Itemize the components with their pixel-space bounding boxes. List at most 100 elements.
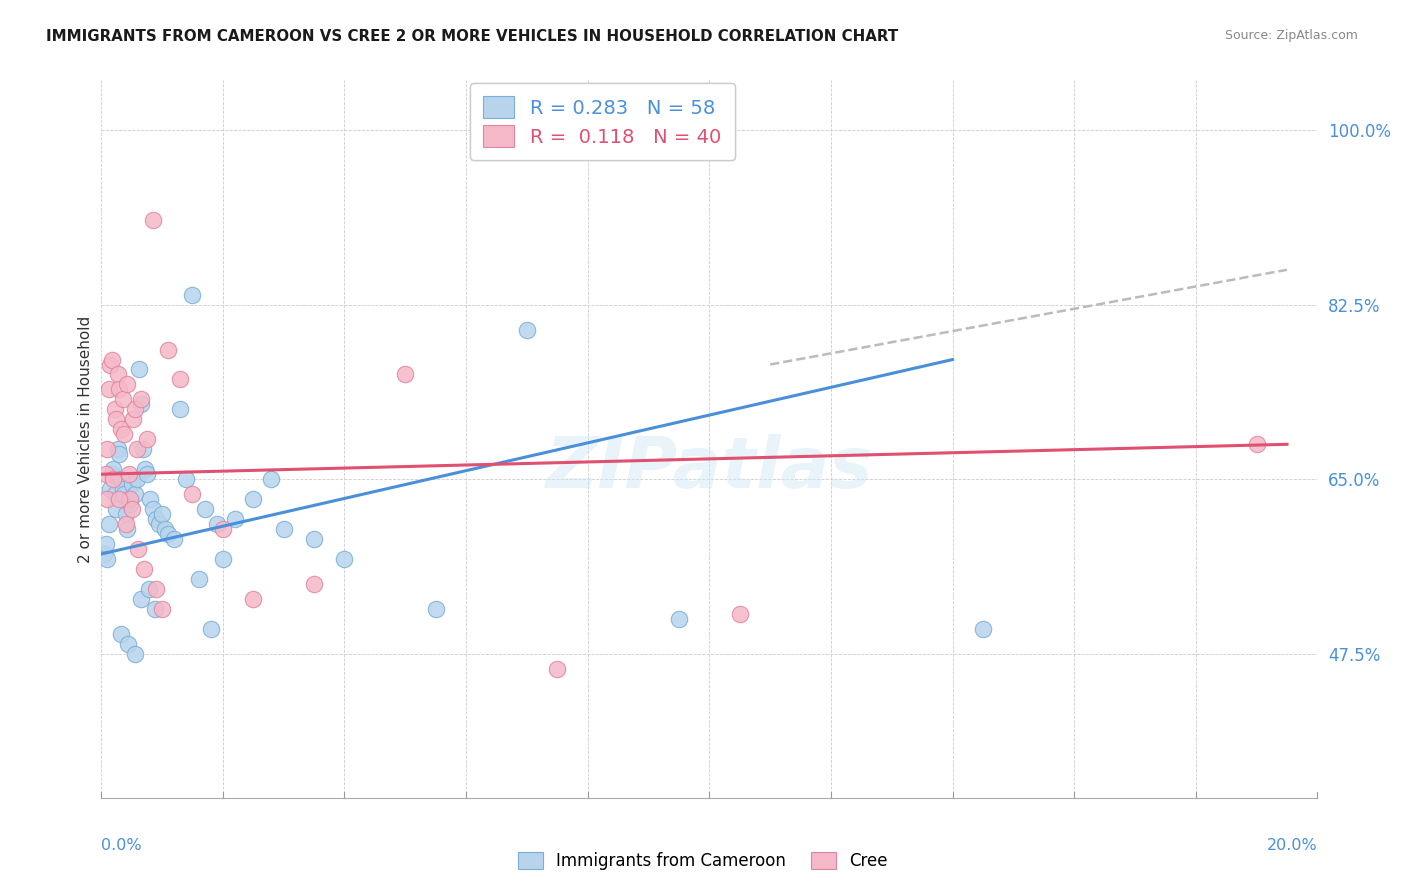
- Point: [112, 487, 135, 501]
- Point: [145, 512, 167, 526]
- Point: [108, 447, 131, 461]
- Text: 20.0%: 20.0%: [1267, 838, 1317, 853]
- Point: [194, 502, 217, 516]
- Point: [131, 591, 153, 606]
- Point: [112, 427, 135, 442]
- Point: [394, 368, 416, 382]
- Point: [163, 532, 186, 546]
- Point: [98, 358, 121, 372]
- Point: [96, 552, 118, 566]
- Point: [169, 402, 191, 417]
- Point: [117, 492, 139, 507]
- Point: [96, 492, 118, 507]
- Point: [131, 442, 153, 457]
- Point: [104, 487, 127, 501]
- Point: [200, 622, 222, 636]
- Point: [242, 591, 264, 606]
- Point: [104, 402, 127, 417]
- Point: [142, 213, 165, 227]
- Point: [129, 392, 152, 407]
- Point: [121, 412, 143, 426]
- Point: [125, 472, 148, 486]
- Point: [224, 512, 246, 526]
- Point: [138, 582, 160, 596]
- Point: [187, 572, 209, 586]
- Legend: R = 0.283   N = 58, R =  0.118   N = 40: R = 0.283 N = 58, R = 0.118 N = 40: [470, 83, 735, 161]
- Point: [302, 532, 325, 546]
- Point: [110, 422, 132, 436]
- Point: [120, 497, 142, 511]
- Point: [302, 577, 325, 591]
- Point: [94, 467, 117, 482]
- Point: [111, 482, 134, 496]
- Point: [97, 517, 120, 532]
- Point: [135, 432, 157, 446]
- Point: [181, 287, 204, 301]
- Point: [117, 467, 139, 482]
- Point: [139, 492, 162, 507]
- Point: [105, 502, 128, 516]
- Point: [134, 462, 156, 476]
- Point: [107, 442, 129, 457]
- Point: [169, 372, 191, 386]
- Point: [110, 627, 132, 641]
- Point: [157, 343, 180, 357]
- Text: IMMIGRANTS FROM CAMEROON VS CREE 2 OR MORE VEHICLES IN HOUSEHOLD CORRELATION CHA: IMMIGRANTS FROM CAMEROON VS CREE 2 OR MO…: [46, 29, 898, 44]
- Point: [212, 552, 235, 566]
- Point: [124, 487, 146, 501]
- Point: [114, 517, 136, 532]
- Point: [108, 383, 131, 397]
- Point: [148, 517, 170, 532]
- Point: [117, 637, 139, 651]
- Point: [153, 522, 176, 536]
- Point: [157, 527, 180, 541]
- Point: [96, 442, 118, 457]
- Point: [129, 397, 152, 411]
- Point: [120, 492, 142, 507]
- Point: [103, 462, 125, 476]
- Text: Source: ZipAtlas.com: Source: ZipAtlas.com: [1225, 29, 1358, 42]
- Legend: Immigrants from Cameroon, Cree: Immigrants from Cameroon, Cree: [512, 845, 894, 877]
- Point: [94, 537, 117, 551]
- Point: [145, 582, 167, 596]
- Point: [728, 607, 751, 621]
- Point: [135, 467, 157, 482]
- Point: [127, 541, 149, 556]
- Point: [111, 392, 134, 407]
- Point: [333, 552, 356, 566]
- Point: [205, 517, 228, 532]
- Point: [128, 362, 150, 376]
- Point: [114, 507, 136, 521]
- Point: [212, 522, 235, 536]
- Point: [105, 412, 128, 426]
- Point: [273, 522, 295, 536]
- Point: [972, 622, 994, 636]
- Point: [425, 602, 447, 616]
- Point: [115, 522, 138, 536]
- Point: [107, 368, 129, 382]
- Point: [143, 602, 166, 616]
- Point: [516, 323, 538, 337]
- Point: [125, 442, 148, 457]
- Point: [103, 472, 125, 486]
- Point: [1246, 437, 1268, 451]
- Point: [242, 492, 264, 507]
- Point: [98, 482, 121, 496]
- Point: [97, 383, 120, 397]
- Point: [101, 467, 124, 482]
- Point: [150, 507, 173, 521]
- Point: [132, 562, 155, 576]
- Point: [121, 502, 143, 516]
- Y-axis label: 2 or more Vehicles in Household: 2 or more Vehicles in Household: [77, 316, 93, 563]
- Point: [101, 352, 124, 367]
- Point: [546, 662, 568, 676]
- Point: [176, 472, 198, 486]
- Point: [108, 492, 131, 507]
- Point: [260, 472, 283, 486]
- Point: [121, 477, 143, 491]
- Point: [150, 602, 173, 616]
- Point: [181, 487, 204, 501]
- Point: [115, 377, 138, 392]
- Point: [93, 547, 115, 561]
- Point: [668, 612, 690, 626]
